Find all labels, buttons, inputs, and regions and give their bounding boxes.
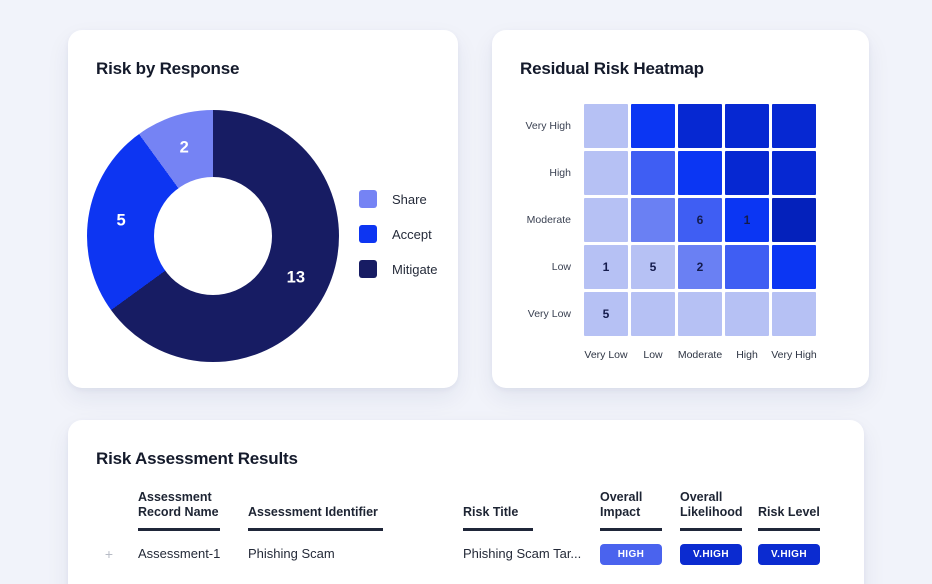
risk-assessment-results-card: Risk Assessment Results + Assessment Rec… <box>68 420 864 584</box>
donut-value-label: 13 <box>286 268 306 287</box>
table-header-row: Assessment Record Name Assessment Identif… <box>138 490 838 531</box>
column-header-label: Risk Level <box>758 505 820 531</box>
donut-value-label: 5 <box>116 211 126 230</box>
heatmap-x-axis: Very Low Low Moderate High Very High <box>492 349 816 361</box>
heatmap-grid: Very High High Moderate 6 1 Low 1 5 2 Very Low 5 Ve… <box>492 104 817 361</box>
heatmap-cell <box>725 151 769 195</box>
heatmap-cell <box>725 245 769 289</box>
heatmap-row: Moderate 6 1 <box>492 198 816 242</box>
column-header-risk-title: Risk Title <box>463 503 600 531</box>
table-cell: V.HIGH <box>680 543 758 565</box>
legend-swatch <box>359 260 377 278</box>
risk-level-badge: HIGH <box>600 543 662 565</box>
table-row[interactable]: Assessment-1 Phishing Scam Phishing Scam T… <box>138 543 838 565</box>
heatmap-x-label: Very High <box>771 349 817 361</box>
column-header-label: Overall Impact <box>600 490 662 531</box>
heatmap-cell: 1 <box>725 198 769 242</box>
column-header-label: Assessment Identifier <box>248 505 383 531</box>
heatmap-cell: 5 <box>631 245 675 289</box>
column-header-overall-likelihood: Overall Likelihood <box>680 490 758 531</box>
heatmap-y-label: Moderate <box>526 214 571 226</box>
heatmap-x-spacer <box>492 349 581 361</box>
risk-by-response-card: Risk by Response 13 5 2 Share Accept Mitigat… <box>68 30 458 388</box>
legend-item-share: Share <box>359 190 438 208</box>
table-cell-text: Phishing Scam <box>248 546 335 561</box>
donut-legend: Share Accept Mitigate <box>359 190 438 278</box>
table-cell-text: Phishing Scam Tar... <box>463 546 582 561</box>
heatmap-x-label: High <box>736 349 758 361</box>
donut-hole <box>154 177 272 295</box>
heatmap-cell: 5 <box>584 292 628 336</box>
heatmap-cell <box>584 198 628 242</box>
heatmap-y-label: Very High <box>525 120 571 132</box>
heatmap-row: Very Low 5 <box>492 292 816 336</box>
heatmap-cell <box>678 292 722 336</box>
column-header-assessment-record-name: Assessment Record Name <box>138 490 248 531</box>
row-expand-button[interactable]: + <box>101 544 117 564</box>
heatmap-x-label: Very Low <box>584 349 628 361</box>
heatmap-cell <box>772 292 816 336</box>
legend-label: Mitigate <box>392 261 438 277</box>
donut-value-label: 2 <box>179 138 189 157</box>
risk-level-badge: V.HIGH <box>680 543 742 565</box>
heatmap-cell <box>772 104 816 148</box>
heatmap-cell <box>678 151 722 195</box>
legend-item-mitigate: Mitigate <box>359 260 438 278</box>
heatmap-x-label: Moderate <box>677 349 723 361</box>
table-cell: HIGH <box>600 543 680 565</box>
heatmap-cell <box>631 292 675 336</box>
donut-chart-title: Risk by Response <box>96 59 240 78</box>
table-cell: Phishing Scam <box>248 545 463 563</box>
table-cell: V.HIGH <box>758 543 838 565</box>
heatmap-title: Residual Risk Heatmap <box>520 59 704 78</box>
heatmap-cell <box>772 245 816 289</box>
heatmap-cell <box>678 104 722 148</box>
legend-swatch <box>359 225 377 243</box>
heatmap-cell <box>772 198 816 242</box>
column-header-overall-impact: Overall Impact <box>600 490 680 531</box>
legend-swatch <box>359 190 377 208</box>
heatmap-cell <box>631 198 675 242</box>
heatmap-x-label: Low <box>643 349 663 361</box>
column-header-label: Assessment Record Name <box>138 490 220 531</box>
heatmap-cell <box>584 104 628 148</box>
heatmap-cell <box>631 151 675 195</box>
heatmap-cell: 2 <box>678 245 722 289</box>
heatmap-y-label: Very Low <box>527 308 571 320</box>
heatmap-row: High <box>492 151 816 195</box>
donut-chart: 13 5 2 <box>87 110 339 362</box>
column-header-assessment-identifier: Assessment Identifier <box>248 503 463 531</box>
table-cell: Phishing Scam Tar... <box>463 545 600 563</box>
legend-label: Accept <box>392 226 432 242</box>
heatmap-cell <box>631 104 675 148</box>
heatmap-cell <box>725 292 769 336</box>
heatmap-y-label: High <box>549 167 571 179</box>
residual-risk-heatmap-card: Residual Risk Heatmap Very High High Moder… <box>492 30 869 388</box>
heatmap-cell: 6 <box>678 198 722 242</box>
table-title: Risk Assessment Results <box>96 449 298 468</box>
table-cell-text: Assessment-1 <box>138 546 221 561</box>
column-header-label: Risk Title <box>463 505 533 531</box>
heatmap-row: Very High <box>492 104 816 148</box>
legend-item-accept: Accept <box>359 225 438 243</box>
heatmap-row: Low 1 5 2 <box>492 245 816 289</box>
heatmap-cell <box>725 104 769 148</box>
heatmap-cell <box>772 151 816 195</box>
heatmap-y-label: Low <box>551 261 571 273</box>
heatmap-cell: 1 <box>584 245 628 289</box>
heatmap-cell <box>584 151 628 195</box>
legend-label: Share <box>392 191 427 207</box>
column-header-label: Overall Likelihood <box>680 490 743 531</box>
risk-level-badge: V.HIGH <box>758 543 820 565</box>
table-cell: Assessment-1 <box>138 545 248 563</box>
column-header-risk-level: Risk Level <box>758 503 838 531</box>
